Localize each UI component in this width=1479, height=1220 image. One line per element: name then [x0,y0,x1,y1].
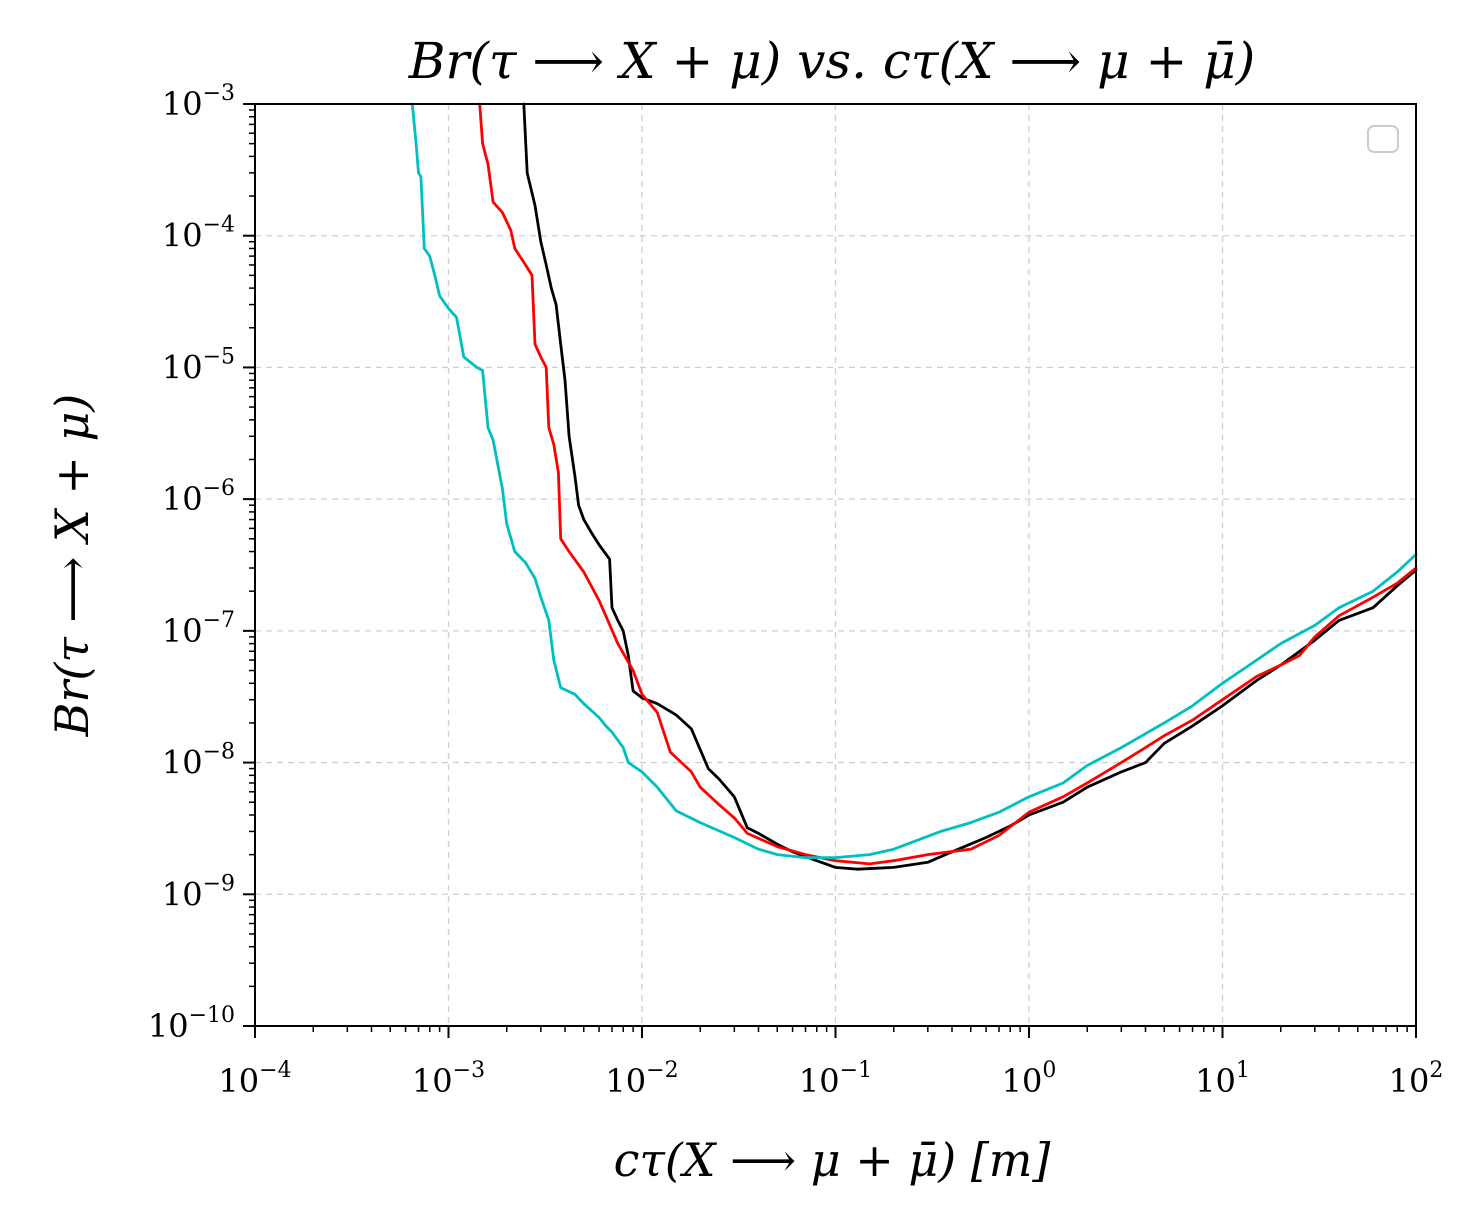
series-line-2 [478,102,1418,866]
x-tick-exponent: −4 [259,1058,291,1083]
series-line-3 [410,102,1418,859]
x-tick-exponent: 1 [1236,1058,1250,1083]
y-tick-exponent: −5 [203,344,235,369]
x-tick-exponent: −1 [840,1058,872,1083]
y-tick-base: 10 [148,1007,189,1045]
x-tick-label: 10−3 [412,1058,485,1100]
x-tick-label: 10−4 [218,1058,291,1100]
y-tick-exponent: −10 [189,1003,235,1028]
y-tick-exponent: −4 [203,213,235,238]
y-tick-base: 10 [162,744,203,782]
y-tick-label: 10−4 [162,213,235,255]
x-tick-label: 101 [1195,1058,1250,1100]
y-tick-base: 10 [162,217,203,255]
x-tick-label: 100 [1002,1058,1057,1100]
x-tick-exponent: −2 [646,1058,678,1083]
x-tick-exponent: −3 [453,1058,485,1083]
y-tick-exponent: −6 [203,476,235,501]
x-axis: 10−4 10−3 10−2 10−1 100 101 102 [218,1026,1443,1100]
series-line-1 [522,102,1418,871]
y-tick-exponent: −7 [203,608,235,633]
y-tick-exponent: −9 [203,871,235,896]
grid [255,104,1416,1026]
y-tick-label: 10−6 [162,476,235,518]
x-axis-label: cτ(X ⟶ μ + μ̄) [m] [614,1133,1051,1187]
x-tick-exponent: 2 [1429,1058,1443,1083]
y-tick-base: 10 [162,348,203,386]
series-group [410,102,1418,871]
y-tick-label: 10−10 [148,1003,235,1045]
y-tick-label: 10−3 [162,81,235,123]
y-tick-label: 10−8 [162,740,235,782]
y-tick-label: 10−7 [162,608,235,650]
y-tick-exponent: −8 [203,740,235,765]
y-tick-base: 10 [162,480,203,518]
legend-box [1367,125,1399,153]
x-tick-label: 10−2 [605,1058,678,1100]
y-tick-exponent: −3 [203,81,235,106]
y-axis-label: Br(τ ⟶ X + μ) [45,394,99,738]
y-tick-base: 10 [162,612,203,650]
x-tick-exponent: 0 [1042,1058,1056,1083]
x-tick-label: 10−1 [799,1058,872,1100]
y-tick-base: 10 [162,875,203,913]
y-tick-label: 10−9 [162,871,235,913]
y-tick-base: 10 [162,85,203,123]
x-tick-label: 102 [1389,1058,1444,1100]
chart-title: Br(τ ⟶ X + μ) vs. cτ(X ⟶ μ + μ̄) [408,32,1256,90]
y-tick-label: 10−5 [162,344,235,386]
